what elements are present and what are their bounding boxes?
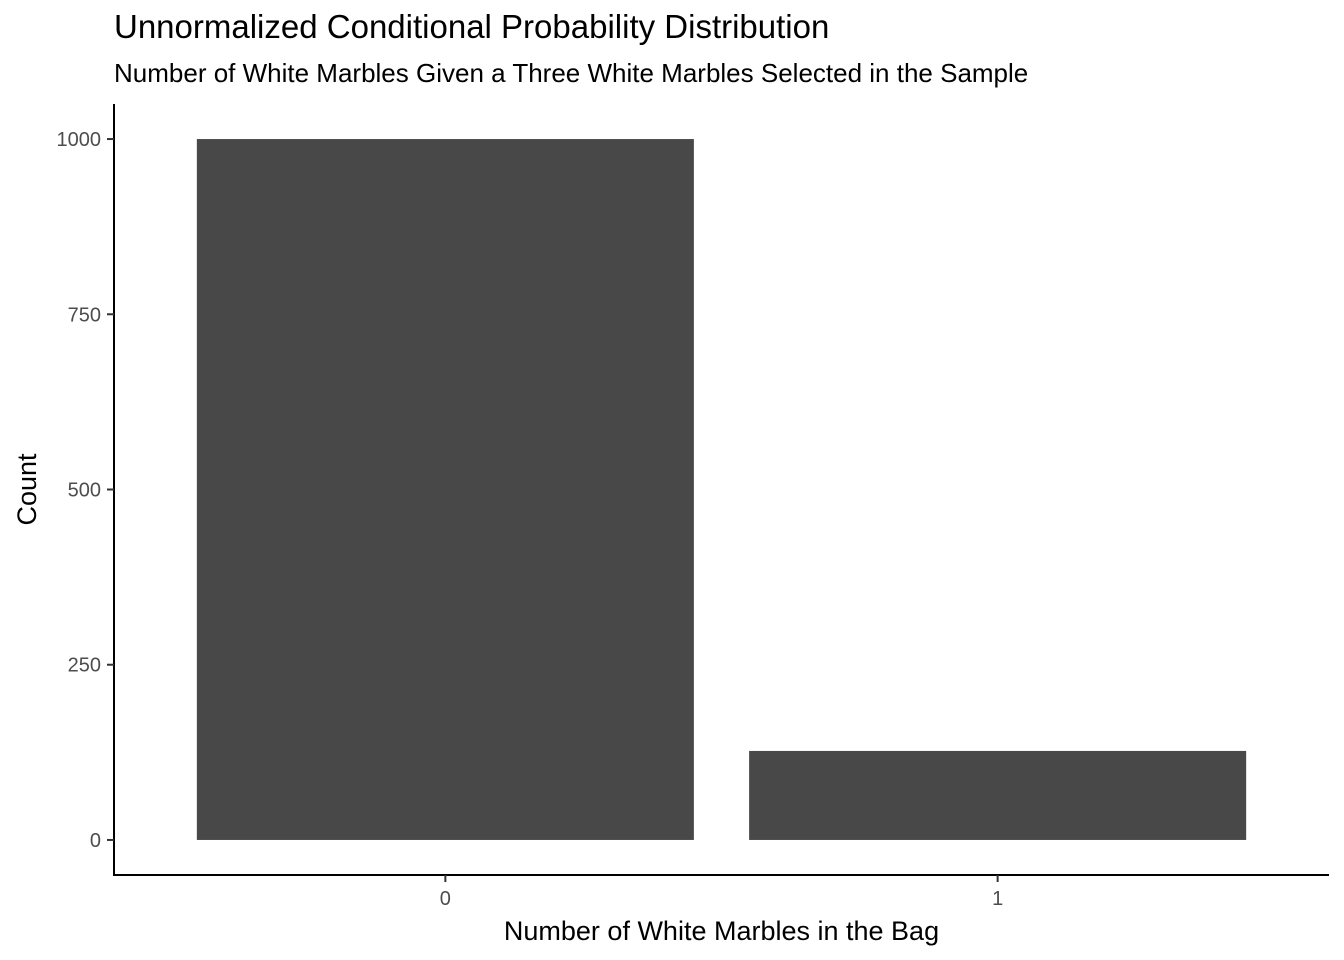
chart-subtitle: Number of White Marbles Given a Three Wh…: [114, 58, 1029, 88]
y-tick-label: 750: [68, 304, 101, 326]
chart-title: Unnormalized Conditional Probability Dis…: [114, 8, 830, 45]
bars-group: [196, 139, 1247, 840]
y-tick-label: 250: [68, 655, 101, 677]
y-axis-title: Count: [12, 453, 42, 526]
y-tick-label: 1000: [57, 129, 102, 151]
bar-0: [196, 139, 694, 840]
x-tick-label: 0: [440, 888, 451, 910]
x-tick-label: 1: [992, 888, 1003, 910]
y-axis: 0 250 500 750 1000: [57, 104, 115, 876]
x-axis-title: Number of White Marbles in the Bag: [504, 916, 939, 946]
y-tick-label: 0: [90, 830, 101, 852]
y-tick-label: 500: [68, 480, 101, 502]
bar-1: [749, 750, 1247, 840]
